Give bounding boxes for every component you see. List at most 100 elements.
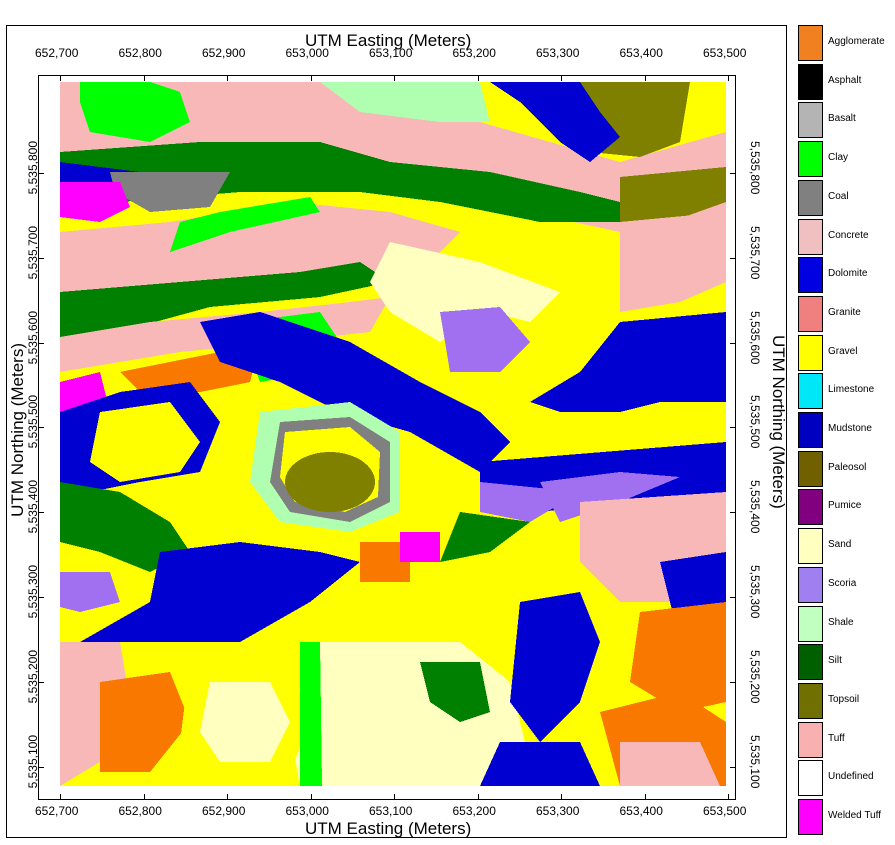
northing-tick-left (38, 766, 44, 768)
legend-item: Undefined (798, 760, 895, 798)
legend-label: Undefined (828, 771, 874, 783)
y-axis-title-left: UTM Northing (Meters) (8, 343, 27, 517)
blue-lower-diag (80, 542, 360, 642)
silt-band-2 (60, 262, 390, 337)
tuff-band-2 (60, 202, 460, 302)
agglomerate-pattern-icon (798, 25, 823, 61)
scoria-center (440, 307, 530, 372)
easting-tick-label-top: 653,100 (369, 46, 413, 60)
silt-pattern-icon (798, 644, 823, 681)
easting-tick-top (394, 75, 395, 81)
orange-lower (360, 542, 410, 582)
mudstone-pattern-icon (798, 412, 823, 448)
tuff-bottom-right (620, 742, 720, 786)
northing-tick-left (38, 512, 44, 514)
legend-item: Clay (798, 141, 895, 179)
topsoil-center (285, 452, 375, 512)
legend-label: Pumice (828, 500, 862, 512)
easting-tick-label-bottom: 652,800 (118, 804, 162, 818)
legend-item: Basalt (798, 102, 895, 140)
legend-item: Concrete (798, 218, 895, 257)
easting-tick-top (644, 75, 646, 81)
lightyellow-center (370, 242, 560, 342)
x-axis-title-bottom: UTM Easting (Meters) (305, 819, 472, 838)
clay-top-left (80, 82, 190, 142)
legend-item: Welded Tuff (798, 799, 895, 837)
easting-tick-label-bottom: 653,500 (703, 804, 747, 818)
silt-band-1 (60, 142, 620, 222)
gravel-pattern-icon (798, 334, 823, 371)
clay-strip (170, 197, 320, 252)
northing-tick-left (38, 597, 44, 598)
easting-tick-label-top: 653,300 (536, 46, 580, 60)
northing-tick-label-right: 5,535,800 (748, 141, 762, 195)
legend-item: Agglomerate (798, 25, 895, 63)
easting-tick-top (561, 75, 562, 81)
easting-tick-bottom (227, 794, 228, 800)
northing-tick-label-right: 5,535,200 (748, 649, 762, 704)
legend-label: Basalt (828, 113, 856, 125)
legend-item: Tuff (798, 721, 895, 760)
northing-tick-label-left: 5,535,600 (26, 310, 40, 364)
paleosol-pattern-icon (798, 450, 823, 487)
northing-tick-right (730, 681, 736, 683)
easting-tick-label-top: 652,800 (118, 46, 162, 60)
pumice-pattern-icon (798, 489, 823, 526)
northing-tick-label-right: 5,535,700 (748, 225, 762, 280)
orange-lower-left (100, 672, 190, 772)
northing-tick-right (730, 257, 736, 259)
northing-tick-left (38, 173, 44, 174)
easting-tick-label-bottom: 653,200 (452, 804, 496, 818)
legend-item: Scoria (798, 566, 895, 605)
legend-label: Shale (828, 616, 854, 628)
easting-tick-label-bottom: 653,100 (369, 804, 413, 818)
easting-tick-label-top: 653,200 (452, 46, 496, 60)
northing-tick-label-right: 5,535,300 (748, 565, 762, 619)
easting-tick-bottom (644, 794, 646, 800)
easting-tick-label-bottom: 653,000 (285, 804, 329, 818)
easting-tick-label-top: 653,500 (703, 46, 747, 60)
easting-tick-label-top: 653,000 (285, 46, 329, 60)
magenta-lower (400, 532, 440, 562)
legend-item: Asphalt (798, 63, 895, 102)
legend-label: Gravel (828, 345, 858, 357)
legend-label: Mudstone (828, 423, 872, 434)
easting-tick-top (60, 75, 61, 81)
legend-label: Sand (828, 539, 852, 551)
sand-pattern-icon (798, 528, 823, 565)
legend-item: Mudstone (798, 412, 895, 450)
easting-tick-label-bottom: 652,900 (202, 804, 246, 818)
clay-pattern-icon (798, 141, 823, 178)
easting-tick-label-bottom: 653,400 (619, 804, 663, 818)
northing-tick-label-right: 5,535,100 (748, 734, 762, 788)
limestone-pattern-icon (798, 373, 823, 410)
northing-tick-left (38, 342, 44, 344)
legend-label: Topsoil (828, 693, 860, 705)
northing-tick-label-left: 5,535,800 (26, 141, 40, 195)
northing-tick-right (730, 427, 736, 429)
northing-tick-right (730, 342, 736, 344)
blue-diag (200, 312, 510, 472)
coal-band (110, 172, 230, 212)
northing-tick-right (730, 173, 736, 174)
northing-tick-right (730, 597, 736, 598)
easting-tick-top (310, 75, 312, 81)
northing-tick-label-left: 5,535,700 (26, 225, 40, 280)
yellow-left-blob (90, 402, 200, 482)
legend-label: Concrete (828, 229, 869, 241)
northing-tick-label-left: 5,535,200 (26, 649, 40, 704)
blue-bottom (480, 742, 600, 786)
easting-tick-bottom (143, 794, 145, 800)
lithology-map (60, 82, 726, 786)
basalt-pattern-icon (798, 102, 823, 139)
easting-tick-bottom (477, 794, 479, 800)
shale-pattern-icon (798, 605, 823, 642)
legend-item: Paleosol (798, 450, 895, 489)
shale-top (320, 82, 490, 122)
undefined-pattern-icon (798, 760, 823, 797)
scoria-mid (480, 482, 580, 522)
legend-item: Limestone (798, 373, 895, 411)
orange-right-1 (630, 602, 726, 712)
legend-label: Limestone (828, 384, 875, 396)
legend-label: Welded Tuff (828, 810, 881, 821)
